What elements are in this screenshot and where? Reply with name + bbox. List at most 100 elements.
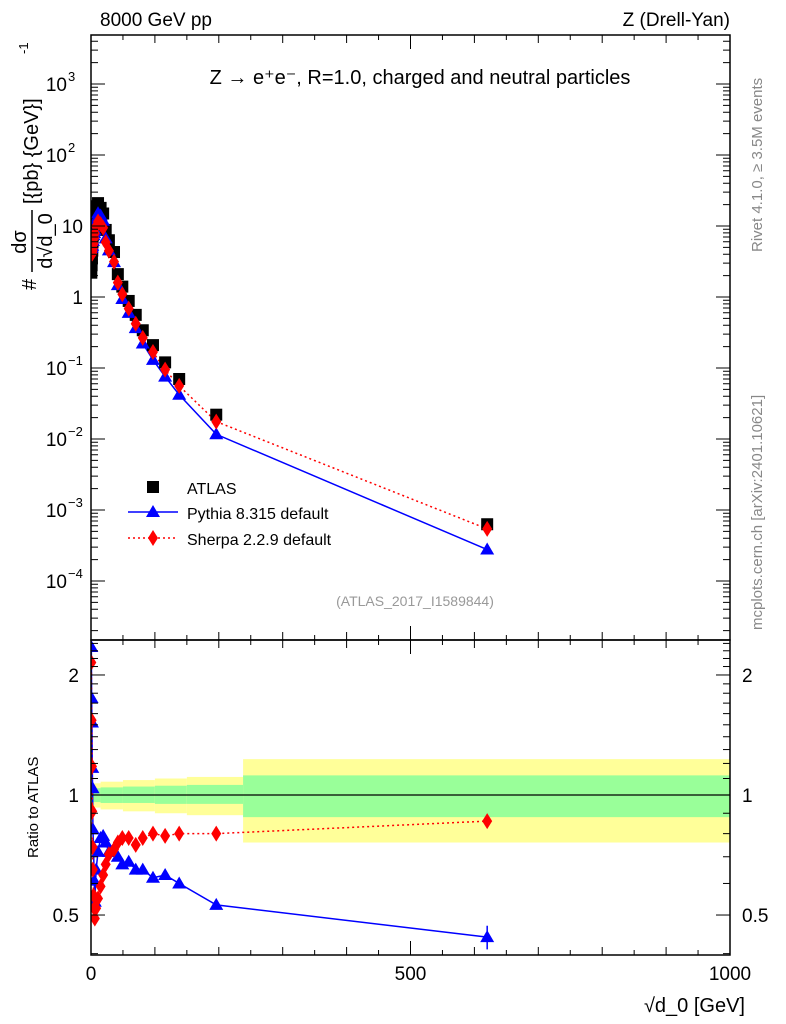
sherpa-ratio-point: [137, 830, 148, 847]
analysis-annotation: (ATLAS_2017_I1589844): [336, 593, 494, 609]
sherpa-ratio-point: [91, 712, 97, 729]
y-tick-label: 10: [46, 501, 67, 522]
ratio-panel: 2 2 1 1 0.5 0.5 0 500 1000 Ratio to ATLAS √d_0 […: [25, 639, 768, 1017]
pythia-ratio-point: [121, 854, 136, 867]
pythia-ratio-point: [96, 828, 111, 841]
rivet-label: Rivet 4.1.0, ≥ 3.5M events: [749, 78, 766, 252]
x-tick-label: 1000: [709, 964, 751, 985]
y-tick-exponent: −3: [68, 495, 83, 510]
ratio-y-tick-label-left: 2: [68, 666, 79, 687]
atlas-point: [129, 308, 142, 321]
y-tick-label: 10: [46, 572, 67, 593]
sherpa-ratio-point: [147, 825, 158, 842]
ylabel-numerator: dσ: [9, 230, 31, 254]
sherpa-ratio-point: [117, 830, 128, 847]
legend-pythia-marker: [146, 505, 160, 517]
ylabel-units: [{pb} {GeV}]: [21, 98, 43, 204]
pythia-ratio-point: [110, 849, 125, 862]
mcplots-label: mcplots.cern.ch [arXiv:2401.10621]: [749, 395, 766, 630]
pythia-point: [480, 542, 495, 555]
y-tick-label: 10: [46, 146, 67, 167]
y-tick-label: 10: [46, 75, 67, 96]
ratio-y-tick-label-left: 1: [68, 786, 79, 807]
x-tick-label: 500: [395, 964, 427, 985]
sherpa-ratio-point: [91, 887, 99, 904]
sherpa-ratio-point: [130, 836, 141, 853]
pythia-ratio-point: [91, 781, 100, 794]
ratio-y-tick-label-left: 0.5: [53, 906, 79, 927]
ratio-y-tick-label-right: 1: [742, 786, 753, 807]
legend-sherpa-marker: [148, 530, 158, 546]
y-tick-label: 10: [46, 359, 67, 380]
sherpa-ratio-point: [160, 827, 171, 844]
legend-atlas-label: ATLAS: [187, 481, 237, 498]
sherpa-ratio-point: [91, 910, 100, 927]
sherpa-ratio-point: [91, 839, 98, 856]
ratio-y-tick-label-right: 2: [742, 666, 753, 687]
pythia-ratio-point: [135, 862, 150, 875]
main-y-axis-label: # dσ d√d_0 [{pb} {GeV}] -1: [9, 42, 57, 290]
atlas-point: [91, 266, 98, 279]
sherpa-point: [160, 361, 171, 378]
sherpa-point: [137, 329, 148, 346]
uncertainty-band-inner: [186, 784, 244, 804]
legend: ATLAS Pythia 8.315 default Sherpa 2.2.9 …: [128, 481, 332, 549]
pythia-ratio-point: [91, 822, 100, 835]
sherpa-ratio-point: [93, 890, 104, 907]
y-tick-exponent: −2: [68, 424, 83, 439]
sherpa-ratio-point: [123, 830, 134, 847]
uncertainty-band-inner: [243, 775, 730, 818]
ylabel-prefix: #: [19, 278, 41, 290]
sherpa-ratio-point: [482, 813, 493, 830]
y-tick-exponent: 3: [68, 69, 75, 84]
legend-pythia-label: Pythia 8.315 default: [187, 506, 329, 523]
header-left: 8000 GeV pp: [100, 10, 212, 31]
y-tick-exponent: 2: [68, 140, 75, 155]
sherpa-point: [117, 286, 128, 303]
pythia-point: [209, 427, 224, 440]
y-tick-label: 10: [46, 430, 67, 451]
sherpa-ratio-point: [91, 861, 98, 878]
pythia-ratio-point: [158, 868, 173, 881]
x-tick-label: 0: [86, 964, 97, 985]
pythia-ratio-point: [91, 691, 99, 704]
sherpa-point: [174, 377, 185, 394]
pythia-ratio-point: [98, 835, 113, 848]
pythia-line: [91, 211, 488, 551]
pythia-ratio-point: [209, 897, 224, 910]
y-tick-exponent: −1: [68, 353, 83, 368]
header-right: Z (Drell-Yan): [623, 10, 730, 31]
sherpa-point: [482, 520, 493, 537]
pythia-ratio-point: [91, 844, 106, 857]
ratio-y-axis-label: Ratio to ATLAS: [25, 757, 42, 858]
legend-atlas-marker: [147, 481, 159, 493]
ylabel-denominator: d√d_0: [35, 213, 57, 268]
sherpa-point: [112, 274, 123, 291]
sherpa-ratio-point: [174, 825, 185, 842]
sherpa-point: [130, 315, 141, 332]
y-tick-label: 1: [72, 288, 83, 309]
atlas-point: [91, 259, 98, 272]
sherpa-point: [103, 242, 114, 259]
ratio-axis-ticks: 2 2 1 1 0.5 0.5 0 500 1000: [53, 640, 768, 985]
y-tick-exponent: −4: [68, 566, 83, 581]
sherpa-ratio-point: [91, 803, 98, 820]
sherpa-point: [147, 344, 158, 361]
sherpa-ratio-point: [91, 758, 97, 775]
legend-sherpa-label: Sherpa 2.2.9 default: [187, 532, 332, 549]
atlas-point: [111, 268, 124, 281]
sherpa-ratio-point: [211, 825, 222, 842]
pythia-ratio-point: [480, 930, 495, 943]
x-axis-label: √d_0 [GeV]: [644, 995, 745, 1017]
sherpa-point: [98, 219, 109, 236]
y-tick-label: 10: [62, 217, 83, 238]
sherpa-point: [211, 413, 222, 430]
pythia-ratio-point: [172, 876, 187, 889]
ylabel-exponent: -1: [16, 42, 31, 54]
main-title: Z → e⁺e⁻, R=1.0, charged and neutral par…: [210, 67, 631, 89]
ratio-y-tick-label-right: 0.5: [742, 906, 768, 927]
atlas-point: [91, 252, 98, 265]
